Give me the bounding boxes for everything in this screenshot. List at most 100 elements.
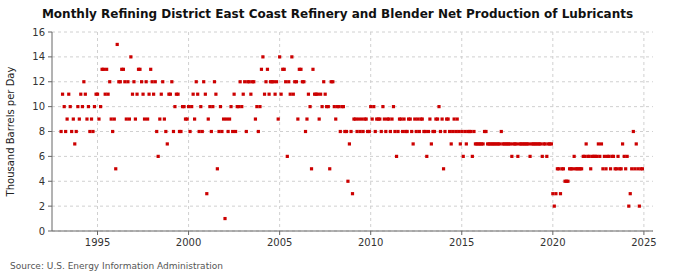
point — [210, 130, 213, 133]
point — [157, 155, 160, 158]
point — [588, 155, 591, 158]
point — [75, 130, 78, 133]
point — [79, 93, 82, 96]
point — [427, 130, 430, 133]
point — [372, 105, 375, 108]
point — [296, 117, 299, 120]
point — [355, 130, 358, 133]
point — [318, 117, 321, 120]
point — [119, 80, 122, 83]
point — [566, 180, 569, 183]
point — [439, 130, 442, 133]
point — [123, 80, 126, 83]
point — [541, 155, 544, 158]
point — [349, 130, 352, 133]
point — [154, 80, 157, 83]
point — [311, 68, 314, 71]
point — [143, 117, 146, 120]
point — [383, 117, 386, 120]
point — [149, 68, 152, 71]
point — [222, 117, 225, 120]
point — [152, 93, 155, 96]
y-tick — [48, 156, 52, 157]
point — [105, 68, 108, 71]
point — [166, 142, 169, 145]
point — [387, 117, 390, 120]
point — [500, 130, 503, 133]
point — [600, 142, 603, 145]
point — [254, 117, 257, 120]
point — [460, 130, 463, 133]
point — [61, 93, 64, 96]
point — [413, 117, 416, 120]
point — [264, 80, 267, 83]
point — [193, 117, 196, 120]
point — [557, 167, 560, 170]
y-grid-line — [52, 32, 653, 33]
point — [627, 205, 630, 208]
x-tick — [461, 231, 462, 235]
point — [140, 80, 143, 83]
point — [454, 130, 457, 133]
x-tick — [370, 231, 371, 235]
y-tick-label: 16 — [32, 27, 45, 38]
point — [132, 80, 135, 83]
y-tick — [48, 56, 52, 57]
point — [597, 142, 600, 145]
point — [275, 80, 278, 83]
point — [173, 105, 176, 108]
point — [228, 117, 231, 120]
point — [603, 155, 606, 158]
point — [361, 130, 364, 133]
point — [305, 117, 308, 120]
point — [516, 155, 519, 158]
point — [510, 155, 513, 158]
point — [374, 130, 377, 133]
point — [284, 80, 287, 83]
point — [636, 167, 639, 170]
point — [623, 155, 626, 158]
title: Monthly Refining District East Coast Ref… — [42, 7, 633, 21]
point — [213, 80, 216, 83]
point — [416, 117, 419, 120]
point — [316, 93, 319, 96]
point — [573, 155, 576, 158]
point — [378, 117, 381, 120]
point — [204, 93, 207, 96]
point — [346, 180, 349, 183]
x-tick — [279, 231, 280, 235]
point — [278, 55, 281, 58]
point — [304, 130, 307, 133]
point — [81, 105, 84, 108]
point — [106, 93, 109, 96]
point — [60, 130, 63, 133]
point — [225, 117, 228, 120]
point — [481, 142, 484, 145]
point — [436, 117, 439, 120]
point — [116, 43, 119, 46]
point — [176, 93, 179, 96]
point — [401, 130, 404, 133]
point — [257, 130, 260, 133]
point — [295, 80, 298, 83]
point — [73, 142, 76, 145]
point — [252, 80, 255, 83]
point — [580, 167, 583, 170]
y-axis-line — [52, 32, 53, 231]
point — [620, 167, 623, 170]
point — [571, 167, 574, 170]
point — [141, 93, 144, 96]
point — [550, 142, 553, 145]
chart: 0246810121416199520002005201020152020202… — [0, 0, 675, 275]
point — [146, 117, 149, 120]
point — [220, 130, 223, 133]
point — [239, 80, 242, 83]
y-tick-label: 14 — [32, 51, 45, 62]
point — [113, 117, 116, 120]
point — [389, 130, 392, 133]
x-tick-label: 2010 — [358, 237, 383, 248]
point — [348, 142, 351, 145]
point — [632, 130, 635, 133]
point — [108, 80, 111, 83]
point — [99, 105, 102, 108]
